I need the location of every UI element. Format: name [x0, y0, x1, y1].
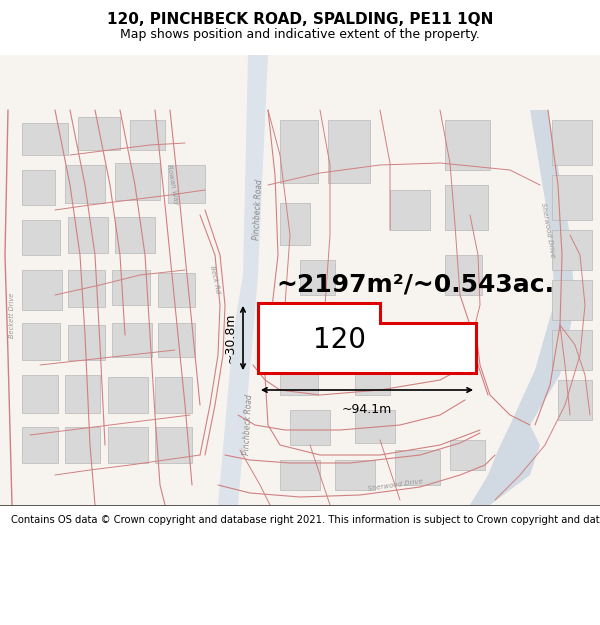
Text: Sherwood Drive: Sherwood Drive: [540, 202, 556, 258]
Polygon shape: [22, 270, 62, 310]
Polygon shape: [445, 255, 482, 295]
Polygon shape: [552, 330, 592, 370]
Polygon shape: [280, 203, 310, 245]
Polygon shape: [108, 427, 148, 463]
Polygon shape: [390, 190, 430, 230]
Text: ~2197m²/~0.543ac.: ~2197m²/~0.543ac.: [276, 273, 554, 297]
Polygon shape: [280, 460, 320, 490]
Polygon shape: [68, 217, 108, 253]
Text: 120: 120: [314, 326, 367, 354]
Polygon shape: [258, 303, 476, 373]
Polygon shape: [552, 280, 592, 320]
Text: Pinchbeck Road: Pinchbeck Road: [252, 179, 264, 241]
Polygon shape: [68, 325, 105, 360]
Polygon shape: [552, 120, 592, 165]
Polygon shape: [510, 110, 575, 425]
Polygon shape: [22, 375, 58, 413]
Text: Sherwood Drive: Sherwood Drive: [367, 478, 423, 492]
Text: ~94.1m: ~94.1m: [342, 403, 392, 416]
Polygon shape: [22, 323, 60, 360]
Text: Map shows position and indicative extent of the property.: Map shows position and indicative extent…: [120, 28, 480, 41]
Polygon shape: [445, 185, 488, 230]
Polygon shape: [395, 450, 440, 485]
Polygon shape: [78, 117, 120, 150]
Polygon shape: [65, 375, 100, 413]
Polygon shape: [335, 460, 375, 490]
Polygon shape: [68, 270, 105, 307]
Polygon shape: [355, 360, 390, 395]
Polygon shape: [552, 175, 592, 220]
Polygon shape: [445, 120, 490, 170]
Polygon shape: [552, 230, 592, 270]
Polygon shape: [158, 323, 195, 357]
Polygon shape: [558, 380, 592, 420]
Polygon shape: [130, 120, 165, 150]
Polygon shape: [22, 220, 60, 255]
Polygon shape: [280, 120, 318, 183]
Polygon shape: [280, 360, 318, 395]
Polygon shape: [22, 170, 55, 205]
Polygon shape: [218, 55, 268, 505]
Text: Contains OS data © Crown copyright and database right 2021. This information is : Contains OS data © Crown copyright and d…: [11, 514, 600, 524]
Polygon shape: [22, 427, 58, 463]
Polygon shape: [108, 377, 148, 413]
Polygon shape: [290, 410, 330, 445]
Polygon shape: [65, 165, 105, 203]
Text: ~30.8m: ~30.8m: [224, 312, 237, 363]
Polygon shape: [22, 123, 68, 155]
Text: 120, PINCHBECK ROAD, SPALDING, PE11 1QN: 120, PINCHBECK ROAD, SPALDING, PE11 1QN: [107, 12, 493, 27]
Polygon shape: [115, 163, 160, 200]
Polygon shape: [328, 120, 370, 183]
Polygon shape: [450, 440, 485, 470]
Polygon shape: [112, 270, 150, 305]
Polygon shape: [155, 427, 192, 463]
Polygon shape: [470, 425, 540, 505]
Text: Beck Rd: Beck Rd: [209, 266, 221, 294]
Polygon shape: [158, 273, 195, 307]
Text: Pinchbeck Road: Pinchbeck Road: [242, 394, 254, 456]
Text: Beckett Drive: Beckett Drive: [9, 292, 15, 338]
Text: Rowan Way: Rowan Way: [166, 164, 178, 206]
Polygon shape: [112, 323, 152, 357]
Polygon shape: [300, 260, 335, 295]
Polygon shape: [355, 410, 395, 443]
Polygon shape: [115, 217, 155, 253]
Polygon shape: [155, 377, 192, 413]
Polygon shape: [65, 427, 100, 463]
Polygon shape: [168, 165, 205, 203]
